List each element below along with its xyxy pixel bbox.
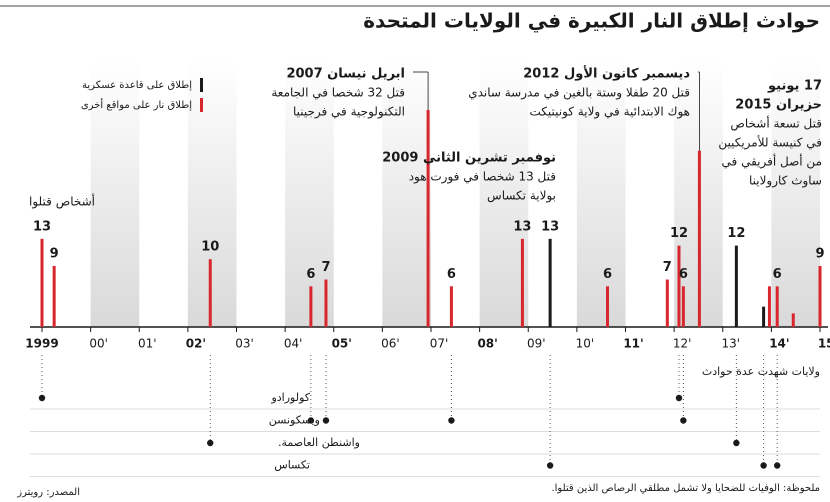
annotation: التكنولوجية في فرجينيا <box>293 105 405 120</box>
value-label: 10 <box>201 240 219 255</box>
states-title: ولايات شهدت عدة حوادث <box>702 365 820 378</box>
bar <box>40 238 44 327</box>
year-band <box>479 60 529 327</box>
state-dot <box>546 462 554 469</box>
year-band <box>382 60 431 327</box>
state-dot <box>38 394 46 402</box>
legend-swatch <box>200 78 203 92</box>
bar <box>52 265 56 327</box>
legend-label: إطلاق نار على مواقع أخرى <box>81 98 192 111</box>
year-band <box>771 60 820 327</box>
x-tick-label: 06' <box>381 337 400 351</box>
x-tick-label: 10' <box>576 337 595 351</box>
state-dot <box>207 439 214 447</box>
legend-label: إطلاق على قاعدة عسكرية <box>82 80 192 91</box>
value-label: 9 <box>50 246 59 261</box>
state-name: كولورادو <box>270 391 310 404</box>
annotation: هوك الابتدائية في ولاية كونيتيكت <box>529 105 690 120</box>
x-tick-label: 14' <box>769 337 789 351</box>
state-dot <box>680 417 687 424</box>
annotation: ديسمبر كانون الأول 2012 <box>523 65 690 82</box>
value-label: 6 <box>603 267 612 282</box>
annotation: قتل 13 شخصا في فورت هود <box>409 170 556 185</box>
state-dot <box>733 439 740 447</box>
bar <box>548 238 552 327</box>
annotation: قتل 32 شخصا في الجامعة <box>271 86 405 100</box>
chart-title: حوادث إطلاق النار الكبيرة في الولايات ال… <box>363 9 820 34</box>
x-tick-label: 08' <box>477 337 497 351</box>
x-tick-label: 05' <box>332 337 352 351</box>
x-tick-label: 00' <box>89 337 108 351</box>
state-dot <box>675 394 683 402</box>
source: المصدر: رويترز <box>16 487 80 498</box>
bar <box>606 286 610 327</box>
annotation: حزيران 2015 <box>735 98 822 113</box>
bar <box>791 313 795 327</box>
x-tick-label: 09' <box>527 337 546 351</box>
annotation: قتل 20 طفلا وستة بالغين في مدرسة ساندي <box>468 86 690 101</box>
annotation: ابريل نيسان 2007 <box>286 67 405 82</box>
state-dot <box>448 417 455 424</box>
x-tick-label: 04' <box>284 337 303 351</box>
annotation: قتل تسعة أشخاص <box>730 116 822 132</box>
bar <box>677 245 681 327</box>
bar <box>208 259 212 327</box>
x-tick-label: 11' <box>623 337 643 351</box>
value-label: 12 <box>670 226 688 241</box>
year-band <box>187 60 237 327</box>
note: ملحوظة: الوفيات للضحايا ولا تشمل مطلقي ا… <box>551 483 820 494</box>
value-label: 6 <box>447 267 456 282</box>
x-tick-label: 01' <box>138 337 157 351</box>
legend-swatch <box>200 98 203 112</box>
value-label: 13 <box>541 219 559 234</box>
value-label: 6 <box>773 267 782 282</box>
value-label: 9 <box>815 246 824 261</box>
x-tick-label: 03' <box>235 337 254 351</box>
bar <box>818 265 822 327</box>
state-dot <box>774 462 781 469</box>
x-tick-label: 1999 <box>25 337 58 351</box>
value-label: 6 <box>679 267 688 282</box>
annotation: ساوث كارولاينا <box>749 174 822 189</box>
bar <box>775 286 779 327</box>
bar <box>762 306 766 327</box>
annotation: نوفمبر تشرين الثاني 2009 <box>382 151 556 166</box>
value-label: 6 <box>306 267 315 282</box>
state-dot <box>760 462 767 469</box>
value-label: 7 <box>321 260 330 275</box>
annotation: في كنيسة للأمريكيين <box>718 135 822 151</box>
year-band <box>90 60 140 327</box>
state-dot <box>307 417 315 424</box>
x-tick-label: 02' <box>186 337 206 351</box>
value-label: 12 <box>727 226 745 241</box>
bar <box>767 286 771 327</box>
value-label: 13 <box>513 219 531 234</box>
bar <box>426 110 430 327</box>
state-dot <box>322 417 330 424</box>
bar <box>734 245 738 327</box>
x-tick-label: 15' <box>818 337 830 351</box>
value-label: 13 <box>33 219 51 234</box>
bar <box>520 238 524 327</box>
value-label: 7 <box>663 260 672 275</box>
x-tick-label: 13' <box>721 337 740 351</box>
annotation: من أصل أفريقي في <box>722 154 822 170</box>
bar <box>449 286 453 327</box>
x-tick-label: 12' <box>673 337 692 351</box>
state-name: واشنطن العاصمة. <box>278 436 360 449</box>
year-bands <box>90 60 820 327</box>
annotation: 17 يونيو <box>767 79 822 94</box>
year-band <box>576 60 626 327</box>
x-tick-label: 07' <box>430 337 449 351</box>
state-name: ويسكونسن <box>269 414 320 427</box>
bar <box>681 286 685 327</box>
annotation: بولاية تكساس <box>487 189 556 204</box>
bar <box>324 279 328 327</box>
state-name: تكساس <box>274 459 310 472</box>
bar <box>309 286 313 327</box>
bar <box>665 279 669 327</box>
y-axis-label: أشخاص قتلوا <box>29 194 95 210</box>
bar <box>697 150 701 327</box>
